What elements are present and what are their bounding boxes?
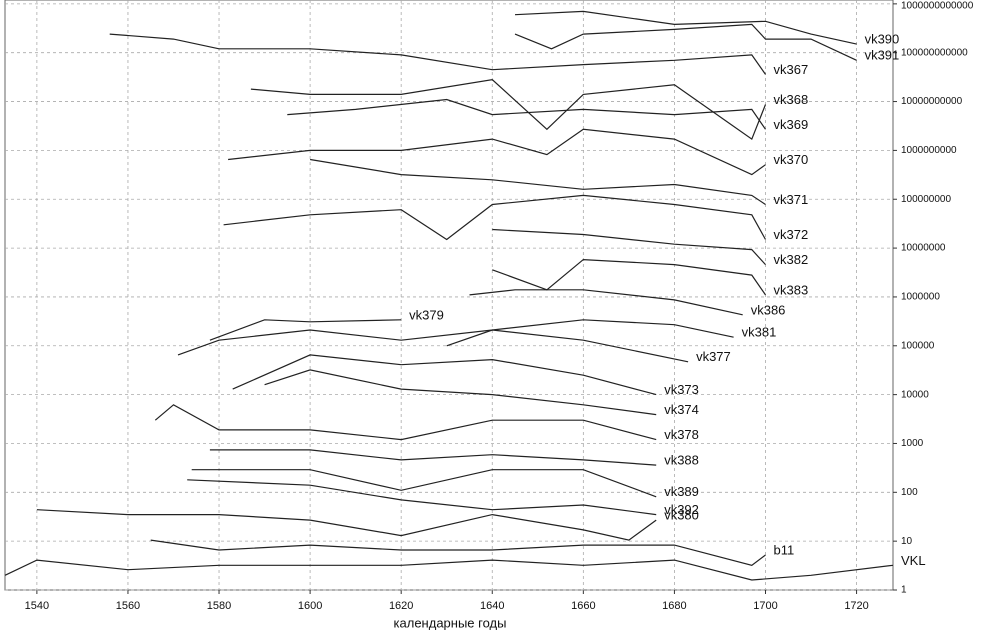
series-line: [250, 79, 767, 141]
series-label: vk392: [664, 502, 699, 517]
series-line: [469, 289, 743, 316]
y-tick-label: 100: [901, 487, 918, 498]
x-tick-label: 1620: [389, 600, 413, 612]
y-tick-label: 10000000: [901, 243, 946, 254]
x-tick-label: 1720: [844, 600, 868, 612]
y-tick-label: 10: [901, 536, 913, 547]
series-label: vk389: [664, 484, 699, 499]
series-line: [209, 449, 657, 466]
series-label: VKL: [901, 553, 926, 568]
series-line: [264, 369, 657, 416]
series-label: vk370: [773, 152, 808, 167]
y-tick-label: 10000: [901, 389, 929, 400]
series-line: [36, 509, 657, 541]
series-line: [492, 258, 766, 296]
y-tick-label: 1: [901, 585, 907, 596]
y-tick-label: 1000000000: [901, 145, 957, 156]
series-line: [514, 23, 857, 61]
series-line: [209, 319, 402, 341]
series-label: vk390: [865, 32, 900, 47]
series-label: b11: [773, 542, 794, 557]
series-label: vk388: [664, 453, 699, 468]
y-tick-label: 100000: [901, 340, 935, 351]
series-line: [228, 128, 766, 176]
y-tick-label: 1000000: [901, 292, 940, 303]
series-label: vk381: [742, 325, 777, 340]
series-label: vk380: [664, 508, 699, 523]
x-axis-title: календарные годы: [394, 615, 507, 630]
x-tick-label: 1640: [480, 600, 504, 612]
series-label: vk374: [664, 402, 699, 417]
y-tick-label: 1000: [901, 438, 924, 449]
series-line: [310, 158, 766, 205]
x-tick-label: 1700: [753, 600, 777, 612]
x-tick-label: 1600: [298, 600, 322, 612]
series-line: [154, 404, 657, 441]
series-line: [191, 469, 657, 498]
x-tick-label: 1660: [571, 600, 595, 612]
x-tick-label: 1540: [25, 600, 49, 612]
series-label: vk368: [773, 92, 808, 107]
x-tick-label: 1560: [116, 600, 140, 612]
y-tick-label: 10000000000: [901, 96, 963, 107]
series-label: vk369: [773, 117, 808, 132]
series-line: [492, 228, 766, 266]
series-label: vk383: [773, 282, 808, 297]
series-label: vk373: [664, 382, 699, 397]
series-label: vk379: [409, 307, 444, 322]
series-label: vk371: [773, 192, 808, 207]
x-tick-label: 1580: [207, 600, 231, 612]
series-line: [287, 98, 766, 130]
series-label: vk367: [773, 62, 808, 77]
series-line: [187, 479, 657, 516]
series-label: vk382: [773, 252, 808, 267]
series-label: vk378: [664, 427, 699, 442]
series-line: [177, 329, 689, 363]
series-label: vk377: [696, 349, 731, 364]
y-tick-label: 100000000000: [901, 47, 968, 58]
series-label: vk372: [773, 227, 808, 242]
series-label: vk386: [751, 302, 786, 317]
series-label: vk391: [865, 48, 900, 63]
series-line: [109, 33, 766, 75]
series-line: [446, 319, 734, 347]
series-line: [4, 559, 894, 581]
y-tick-label: 100000000: [901, 194, 951, 205]
x-tick-label: 1680: [662, 600, 686, 612]
series-line: [514, 10, 857, 45]
series-line: [232, 354, 657, 396]
series-line: [150, 539, 766, 566]
series-line: [223, 194, 767, 241]
y-tick-label: 1000000000000: [901, 1, 974, 12]
